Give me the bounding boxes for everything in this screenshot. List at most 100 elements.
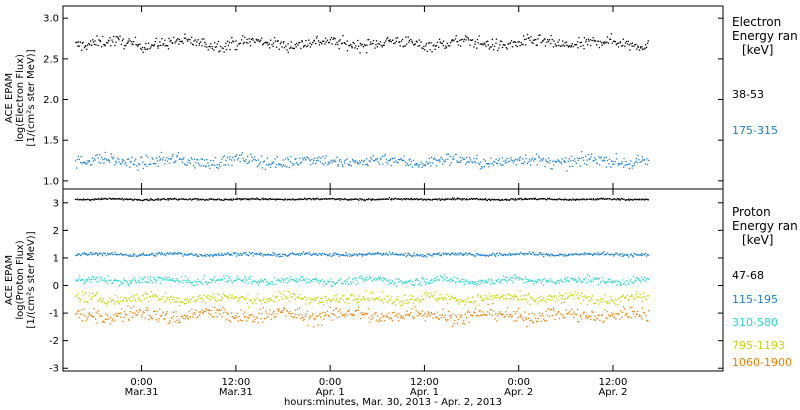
proton-point-1 [451, 199, 453, 201]
electron-point-2 [455, 153, 457, 156]
proton-point-4 [146, 297, 148, 299]
proton-point-2 [419, 255, 421, 257]
proton-point-2 [630, 253, 632, 255]
electron-point-1 [102, 35, 104, 38]
proton-point-2 [160, 252, 163, 254]
proton-point-2 [506, 254, 508, 256]
proton-point-2 [239, 254, 241, 257]
electron-point-2 [248, 162, 250, 164]
proton-point-4 [232, 298, 234, 300]
proton-point-4 [509, 298, 511, 300]
proton-point-2 [584, 252, 587, 255]
proton-point-2 [327, 254, 329, 256]
proton-point-2 [638, 254, 640, 256]
electron-point-1 [84, 45, 86, 47]
proton-point-2 [222, 254, 225, 256]
proton-point-3 [350, 283, 353, 285]
proton-point-3 [174, 280, 176, 283]
proton-point-3 [265, 279, 267, 281]
electron-point-2 [187, 159, 190, 161]
proton-point-2 [462, 254, 464, 256]
proton-point-2 [408, 253, 410, 255]
proton-point-4 [352, 299, 354, 302]
proton-point-1 [485, 197, 487, 200]
proton-point-3 [422, 278, 424, 280]
proton-point-3 [512, 281, 514, 284]
proton-point-3 [425, 282, 427, 284]
proton-point-3 [476, 284, 478, 286]
electron-point-1 [452, 39, 454, 41]
proton-point-4 [86, 301, 88, 303]
proton-point-5 [341, 314, 343, 316]
electron-point-2 [159, 159, 161, 161]
electron-point-1 [107, 42, 109, 44]
proton-point-5 [201, 309, 203, 311]
proton-point-1 [641, 198, 643, 200]
electron-point-2 [315, 160, 318, 162]
proton-point-1 [151, 199, 154, 201]
proton-point-5 [429, 315, 431, 317]
proton-point-4 [229, 294, 231, 296]
proton-point-4 [525, 299, 528, 301]
proton-point-2 [431, 255, 433, 257]
proton-point-2 [276, 255, 278, 257]
proton-point-4 [191, 296, 193, 299]
proton-point-5 [551, 308, 553, 310]
proton-point-4 [433, 294, 435, 296]
electron-point-1 [323, 40, 325, 42]
electron-point-1 [518, 41, 520, 43]
proton-point-2 [326, 254, 328, 256]
proton-point-3 [500, 279, 503, 282]
electron-point-1 [575, 44, 577, 46]
proton-point-3 [516, 277, 518, 279]
proton-point-2 [622, 255, 624, 257]
electron-point-2 [407, 164, 409, 167]
proton-point-1 [525, 198, 527, 200]
electron-point-2 [125, 161, 127, 164]
electron-point-1 [286, 49, 288, 51]
electron-point-1 [105, 41, 108, 44]
proton-point-2 [143, 254, 145, 256]
proton-point-1 [346, 199, 348, 201]
electron-point-2 [475, 162, 477, 164]
proton-point-1 [451, 197, 454, 199]
electron-point-1 [469, 44, 471, 46]
proton-point-5 [286, 310, 288, 312]
proton-point-2 [258, 253, 260, 255]
proton-point-3 [302, 279, 305, 281]
proton-point-3 [542, 278, 544, 280]
electron-point-2 [246, 162, 248, 165]
proton-ytick-label: 3 [53, 198, 59, 209]
proton-point-1 [137, 198, 140, 201]
proton-point-3 [404, 280, 406, 283]
electron-point-1 [139, 43, 141, 45]
electron-point-1 [264, 42, 266, 44]
proton-point-1 [139, 199, 141, 201]
proton-point-3 [429, 282, 432, 284]
proton-point-4 [510, 298, 512, 300]
proton-point-3 [328, 280, 331, 283]
electron-point-1 [644, 47, 646, 49]
proton-point-1 [192, 198, 194, 200]
electron-point-1 [386, 38, 388, 40]
proton-point-1 [408, 198, 410, 200]
proton-point-4 [402, 300, 404, 302]
proton-point-4 [103, 302, 105, 304]
proton-point-5 [537, 320, 539, 322]
proton-point-4 [129, 300, 132, 302]
proton-point-1 [588, 198, 591, 200]
proton-point-1 [379, 198, 381, 200]
proton-point-4 [635, 296, 637, 298]
electron-point-2 [476, 154, 478, 157]
electron-point-2 [230, 159, 233, 161]
proton-point-1 [80, 199, 82, 201]
proton-point-4 [520, 295, 522, 297]
proton-point-2 [221, 254, 224, 256]
proton-point-5 [101, 321, 104, 323]
electron-point-2 [111, 156, 113, 158]
proton-point-4 [361, 298, 363, 300]
electron-point-1 [576, 41, 579, 43]
electron-point-1 [527, 37, 529, 39]
proton-point-4 [614, 298, 617, 300]
electron-point-1 [510, 40, 513, 42]
